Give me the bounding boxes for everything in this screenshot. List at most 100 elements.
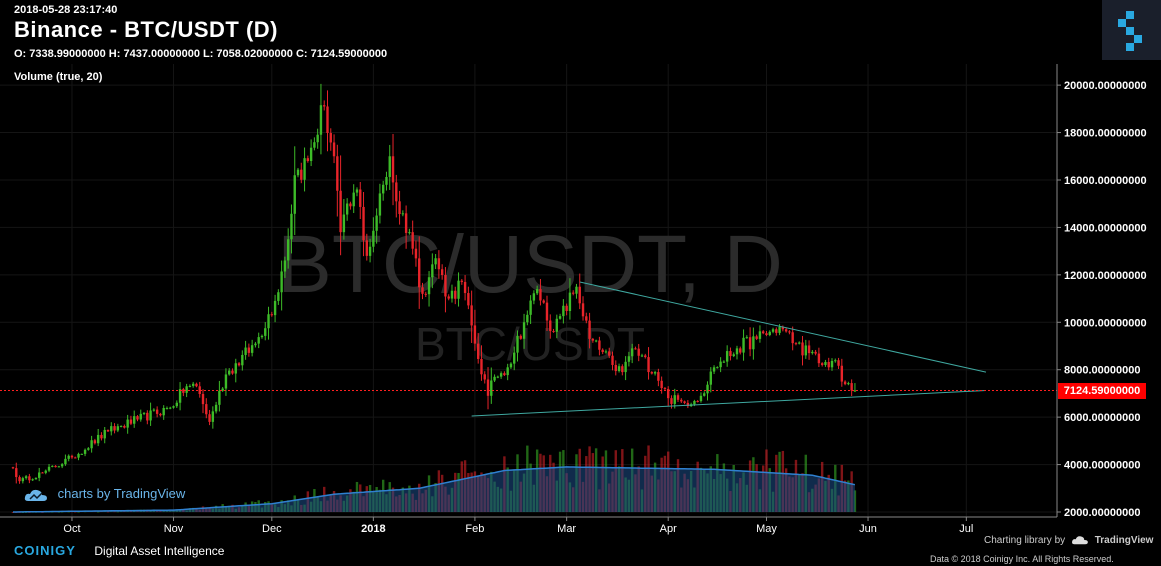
candle-body bbox=[509, 363, 513, 368]
candle-body bbox=[778, 327, 781, 333]
candle-body bbox=[775, 329, 778, 333]
candle-body bbox=[748, 337, 752, 350]
candle-body bbox=[680, 399, 683, 402]
candle-body bbox=[804, 345, 807, 356]
candle-body bbox=[149, 410, 152, 421]
candle-body bbox=[555, 318, 559, 332]
volume-indicator-label[interactable]: Volume (true, 20) bbox=[14, 71, 103, 83]
candle-body bbox=[601, 349, 604, 353]
candle-body bbox=[319, 105, 323, 135]
candle-body bbox=[398, 201, 401, 215]
candle-body bbox=[70, 455, 74, 458]
tradingview-cloud-icon bbox=[1071, 536, 1088, 545]
candle-body bbox=[830, 360, 834, 368]
ohlc-readout: O: 7338.99000000 H: 7437.00000000 L: 705… bbox=[14, 48, 388, 60]
y-tick-label: 4000.00000000 bbox=[1064, 460, 1140, 472]
coinigy-wordmark: COINIGY bbox=[14, 543, 76, 558]
candle-body bbox=[762, 331, 765, 334]
candle-body bbox=[647, 357, 650, 373]
candle-body bbox=[93, 440, 97, 444]
tradingview-badge-label: charts by TradingView bbox=[57, 486, 186, 501]
volume-ma-line bbox=[13, 466, 856, 513]
candle-body bbox=[41, 472, 44, 474]
tradingview-badge[interactable]: charts by TradingView bbox=[24, 486, 185, 502]
candle-body bbox=[123, 425, 126, 428]
candle-body bbox=[391, 156, 395, 183]
candle-body bbox=[552, 331, 555, 333]
candle-body bbox=[447, 296, 450, 299]
candle-body bbox=[739, 348, 742, 353]
candle-body bbox=[349, 203, 352, 207]
y-axis[interactable]: 2000.00000000 4000.00000000 6000.00000000 8… bbox=[1057, 80, 1147, 519]
candle-body bbox=[450, 290, 454, 299]
candle-body bbox=[260, 335, 264, 338]
candle-body bbox=[182, 389, 185, 393]
candle-body bbox=[752, 336, 755, 350]
candle-body bbox=[529, 300, 532, 315]
candle-body bbox=[336, 156, 339, 191]
candle-body bbox=[54, 465, 57, 468]
candle-body bbox=[814, 351, 817, 354]
candle-body bbox=[444, 275, 447, 297]
candle-body bbox=[621, 366, 624, 373]
x-axis[interactable]: Oct Nov Dec 2018 Feb Mar Apr May Jun Jul bbox=[63, 517, 973, 535]
candle-body bbox=[811, 351, 814, 354]
y-tick-label: 6000.00000000 bbox=[1064, 412, 1140, 424]
candle-body bbox=[270, 314, 274, 316]
candle-body bbox=[565, 305, 568, 312]
candle-body bbox=[372, 230, 375, 247]
candle-body bbox=[116, 426, 120, 431]
candle-body bbox=[385, 176, 388, 185]
y-tick-label: 14000.00000000 bbox=[1064, 222, 1147, 234]
candle-body bbox=[660, 380, 663, 389]
candle-body bbox=[431, 264, 434, 278]
candle-body bbox=[840, 365, 844, 382]
candle-body bbox=[214, 404, 218, 412]
candle-body bbox=[676, 395, 680, 400]
x-tick-label: Apr bbox=[660, 523, 677, 535]
candle-body bbox=[172, 406, 175, 408]
candle-body bbox=[722, 361, 726, 363]
candle-body bbox=[581, 303, 585, 317]
candle-body bbox=[326, 106, 329, 133]
candle-body bbox=[352, 192, 355, 207]
candle-body bbox=[503, 373, 506, 376]
candle-body bbox=[486, 379, 490, 396]
candle-body bbox=[185, 386, 188, 393]
candle-body bbox=[670, 398, 673, 404]
candle-body bbox=[542, 300, 545, 303]
candle-body bbox=[329, 132, 332, 143]
candle-body bbox=[60, 464, 64, 467]
coinigy-logo-button[interactable] bbox=[1102, 0, 1161, 60]
candle-body bbox=[165, 407, 169, 409]
candle-body bbox=[221, 388, 224, 391]
candle-body bbox=[742, 337, 745, 353]
candle-body bbox=[273, 300, 277, 316]
charting-library-credit[interactable]: Charting library by TradingView bbox=[984, 535, 1153, 546]
charting-library-label: Charting library by bbox=[984, 535, 1066, 546]
candle-body bbox=[653, 372, 657, 374]
x-tick-label: Oct bbox=[63, 523, 80, 535]
copyright-notice: Data © 2018 Coinigy Inc. All Rights Rese… bbox=[930, 554, 1114, 564]
trendlines[interactable] bbox=[471, 281, 987, 417]
current-price-tag: 7124.59000000 bbox=[1058, 383, 1146, 399]
candle-body bbox=[345, 203, 349, 215]
candle-body bbox=[791, 332, 794, 344]
volume-bar bbox=[853, 490, 857, 512]
candle-body bbox=[198, 386, 201, 395]
candle-body bbox=[67, 455, 70, 459]
volume-ma-area bbox=[13, 466, 855, 512]
watermark-small: BTC/USDT bbox=[415, 318, 645, 370]
candle-body bbox=[103, 429, 106, 439]
candle-body bbox=[178, 389, 182, 403]
candle-body bbox=[381, 184, 385, 194]
x-tick-label: Jun bbox=[859, 523, 877, 535]
candle-body bbox=[152, 409, 156, 411]
candle-body bbox=[11, 467, 15, 469]
candle-body bbox=[473, 325, 477, 344]
candle-body bbox=[306, 158, 310, 162]
candle-body bbox=[362, 206, 365, 241]
candle-body bbox=[513, 352, 516, 364]
candle-body bbox=[571, 292, 575, 294]
